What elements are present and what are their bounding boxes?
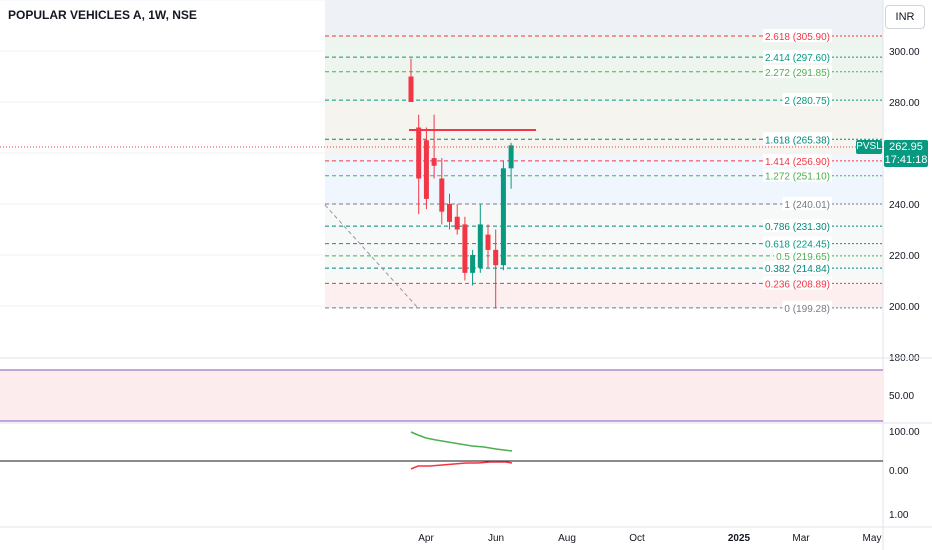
candle-body[interactable] (485, 234, 491, 250)
time-axis[interactable]: Apr Jun Aug Oct 2025 Mar May (418, 533, 881, 544)
candle-body[interactable] (462, 224, 468, 273)
candle-body[interactable] (439, 178, 445, 212)
time-axis-label: Aug (558, 533, 576, 544)
candle-body[interactable] (477, 224, 483, 268)
fib-level-label: 1 (240.01) (784, 200, 830, 211)
time-axis-label: Jun (488, 533, 504, 544)
price-axis-label: 280.00 (889, 98, 920, 109)
fib-level-label: 0.236 (208.89) (765, 279, 830, 290)
candlestick-series[interactable] (408, 58, 514, 309)
fib-level-label: 0.786 (231.30) (765, 222, 830, 233)
price-axis-label: 240.00 (889, 200, 920, 211)
dmi-minus-line (410, 461, 513, 470)
time-axis-label: Oct (629, 533, 645, 544)
dmi-plus-line (410, 431, 513, 452)
time-axis-label: May (863, 533, 882, 544)
candle-body[interactable] (493, 249, 499, 266)
fib-level-label: 2.414 (297.60) (765, 53, 830, 64)
fib-level-label: 0.5 (219.65) (776, 252, 830, 263)
symbol-badge: PVSL (856, 140, 882, 154)
trend-line[interactable] (324, 204, 419, 309)
dmi-axis-label: 0.00 (889, 466, 909, 477)
rsi-band (0, 370, 883, 421)
bar-countdown: 17:41:18 (884, 154, 928, 166)
candle-body[interactable] (431, 158, 437, 166)
fib-level-label: 2.272 (291.85) (765, 68, 830, 79)
rsi-axis-label: 50.00 (889, 391, 914, 402)
fib-level-label: 1.414 (256.90) (765, 157, 830, 168)
last-price-value: 262.95 (889, 141, 923, 153)
fib-level-label: 1.618 (265.38) (765, 135, 830, 146)
candle-body[interactable] (508, 145, 514, 169)
time-axis-label: Mar (792, 533, 810, 544)
dmi-axis-label: 1.00 (889, 510, 909, 521)
candle-body[interactable] (470, 255, 476, 273)
fib-level-label: 2.618 (305.90) (765, 32, 830, 43)
candle-body[interactable] (423, 140, 429, 199)
fib-level-label: 0.382 (214.84) (765, 264, 830, 275)
price-axis-label: 220.00 (889, 251, 920, 262)
candle-body[interactable] (500, 168, 506, 266)
price-axis-label: 300.00 (889, 47, 920, 58)
fib-level-label: 2 (280.75) (784, 96, 830, 107)
fib-level-label: 0 (199.28) (784, 304, 830, 315)
candle-body[interactable] (447, 204, 452, 222)
candle-body[interactable] (408, 76, 414, 103)
price-axis[interactable]: 300.00280.00260.00240.00220.00200.00180.… (889, 47, 920, 364)
chart-title: POPULAR VEHICLES A, 1W, NSE (8, 8, 197, 22)
currency-button[interactable]: INR (885, 5, 925, 29)
candle-body[interactable] (416, 127, 422, 179)
dmi-axis-label: 100.00 (889, 427, 920, 438)
price-axis-label: 200.00 (889, 302, 920, 313)
fib-level-label: 0.618 (224.45) (765, 240, 830, 251)
fib-level-label: 1.272 (251.10) (765, 172, 830, 183)
last-price-badge: 262.95 17:41:18 (884, 140, 928, 167)
fibonacci-extension-drawing[interactable]: 2.618 (305.90) 2.414 (297.60) 2.272 (291.8… (325, 28, 883, 315)
candle-body[interactable] (454, 216, 460, 230)
time-axis-label: Apr (418, 533, 434, 544)
time-axis-label: 2025 (728, 533, 751, 544)
